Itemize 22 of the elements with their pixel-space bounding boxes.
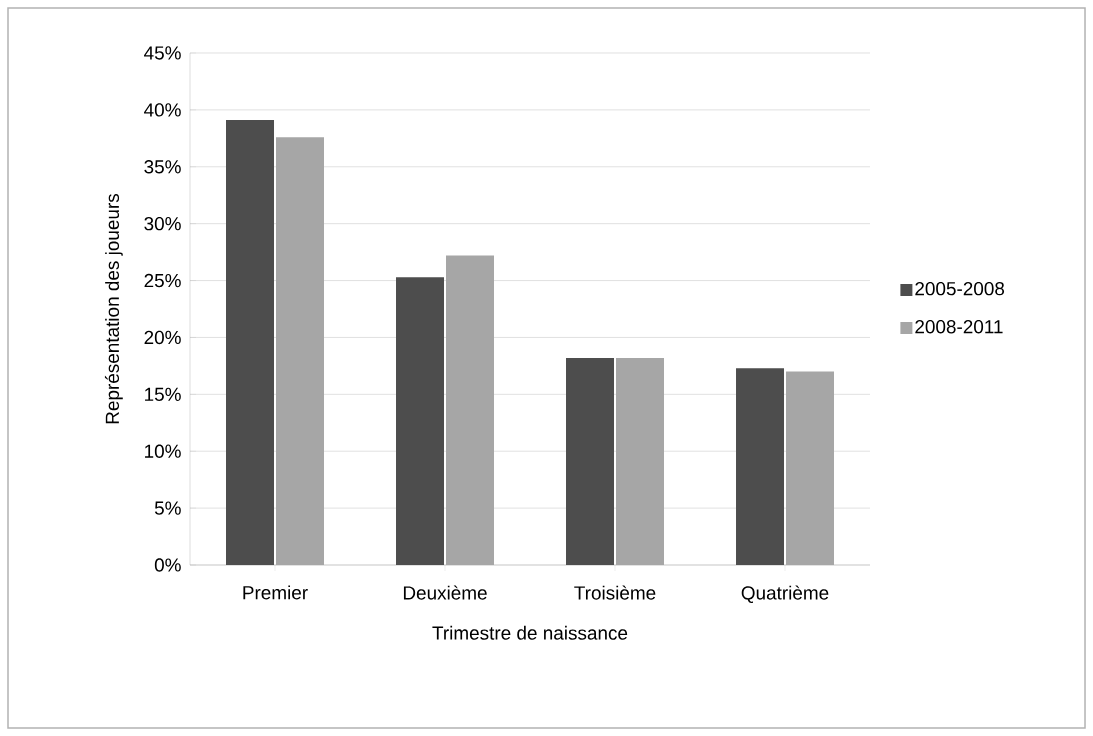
y-tick-label: 20% [144, 330, 181, 345]
y-tick-label: 5% [154, 501, 181, 515]
x-tick-label: Quatrième [741, 585, 829, 604]
legend-label: 2005-2008 [915, 281, 1005, 296]
y-tick-label: 30% [144, 216, 181, 231]
x-axis-title: Trimestre de naissance [432, 625, 628, 640]
y-tick-label: 0% [154, 558, 181, 572]
x-tick-label: Premier [243, 585, 308, 600]
bar [736, 368, 785, 565]
bar [226, 120, 274, 565]
y-tick-label: 45% [144, 46, 181, 60]
y-axis-title: Représentation des joueurs [104, 193, 123, 424]
y-tick-label: 40% [144, 103, 181, 117]
legend-label: 2008-2011 [915, 319, 1003, 334]
x-tick-label: Troisième [574, 585, 656, 600]
y-tick-label: 35% [144, 160, 181, 174]
x-tick-label: Deuxième [403, 585, 487, 600]
y-tick-label: 10% [145, 444, 181, 458]
bar [566, 357, 615, 565]
bar [396, 277, 445, 565]
y-tick-label: 25% [144, 273, 181, 288]
y-tick-label: 15% [145, 387, 181, 401]
